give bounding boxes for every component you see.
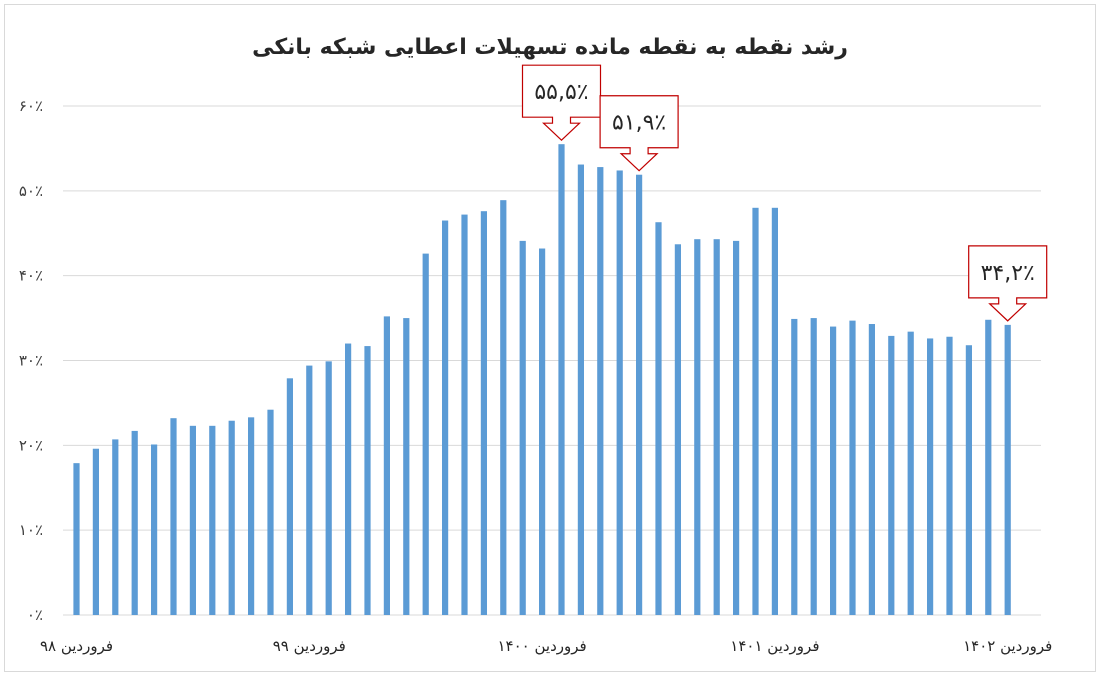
x-tick-label: فروردین ۹۹	[273, 637, 346, 655]
y-tick-label: ۲۰٪	[19, 436, 43, 454]
growth-chart: رشد نقطه به نقطه مانده تسهیلات اعطایی شب…	[19, 35, 1052, 655]
bar	[403, 318, 410, 615]
y-tick-label: ۴۰٪	[19, 267, 43, 285]
bar	[791, 318, 798, 615]
bar	[830, 326, 837, 615]
x-axis-ticks: فروردین ۹۸ فروردین ۹۹ فروردین ۱۴۰۰ فروردین …	[40, 637, 1052, 655]
y-axis-ticks: ۰٪ ۱۰٪ ۲۰٪ ۳۰٪ ۴۰٪ ۵۰٪ ۶۰٪	[19, 97, 43, 624]
y-tick-label: ۰٪	[27, 606, 43, 624]
bar	[422, 253, 429, 616]
bar	[965, 345, 972, 615]
bar	[849, 320, 856, 615]
bar	[209, 425, 216, 615]
bar	[131, 430, 138, 615]
y-tick-label: ۶۰٪	[19, 97, 43, 115]
bar	[558, 144, 565, 616]
bar	[286, 378, 293, 615]
bar	[151, 444, 158, 615]
bar	[480, 211, 487, 615]
x-tick-label: فروردین ۱۴۰۱	[730, 637, 819, 655]
bar	[985, 319, 992, 615]
bar	[1004, 324, 1011, 615]
gridlines	[63, 105, 1041, 616]
bar	[907, 331, 914, 615]
bar	[228, 420, 235, 615]
bar	[771, 207, 778, 616]
bar	[888, 335, 895, 615]
callout-label: ۳۴,۲٪	[981, 261, 1035, 286]
bar	[248, 417, 255, 615]
bar	[73, 463, 80, 615]
callout-arrow-box	[968, 245, 1048, 322]
callout-label: ۵۵,۵٪	[534, 80, 588, 105]
bar	[674, 244, 681, 616]
bar	[810, 318, 817, 615]
bars	[73, 144, 1011, 616]
callout-arrow-box	[599, 95, 679, 172]
bar	[364, 346, 371, 615]
chart-title: رشد نقطه به نقطه مانده تسهیلات اعطایی شب…	[252, 35, 848, 60]
bar	[636, 174, 643, 615]
bar	[267, 409, 274, 615]
callouts: ۵۵,۵٪ ۵۱,۹٪ ۳۴,۲٪	[521, 64, 1048, 322]
bar	[616, 170, 623, 615]
callout-label: ۵۱,۹٪	[612, 111, 666, 136]
bar	[170, 418, 177, 615]
y-tick-label: ۵۰٪	[19, 182, 43, 200]
bar	[92, 448, 99, 615]
bar	[345, 343, 352, 615]
bar	[733, 240, 740, 615]
x-tick-label: فروردین ۱۴۰۲	[963, 637, 1052, 655]
bar	[655, 222, 662, 615]
bar	[519, 240, 526, 615]
bar	[325, 361, 332, 615]
chart-frame: رشد نقطه به نقطه مانده تسهیلات اعطایی شب…	[4, 4, 1096, 672]
bar	[713, 239, 720, 615]
bar	[927, 338, 934, 615]
bar	[577, 164, 584, 615]
bar	[306, 365, 313, 615]
bar	[539, 248, 546, 615]
bar	[112, 439, 119, 615]
bar	[383, 316, 390, 615]
bar	[597, 167, 604, 615]
bar	[752, 207, 759, 616]
bar	[442, 220, 449, 615]
x-tick-label: فروردین ۹۸	[40, 637, 113, 655]
bar	[461, 214, 468, 615]
bar	[868, 324, 875, 615]
y-tick-label: ۱۰٪	[19, 521, 43, 539]
bar	[500, 200, 507, 616]
y-tick-label: ۳۰٪	[19, 352, 43, 370]
bar	[694, 239, 701, 615]
bar	[946, 336, 953, 615]
bar	[189, 425, 196, 615]
x-tick-label: فروردین ۱۴۰۰	[497, 637, 586, 655]
